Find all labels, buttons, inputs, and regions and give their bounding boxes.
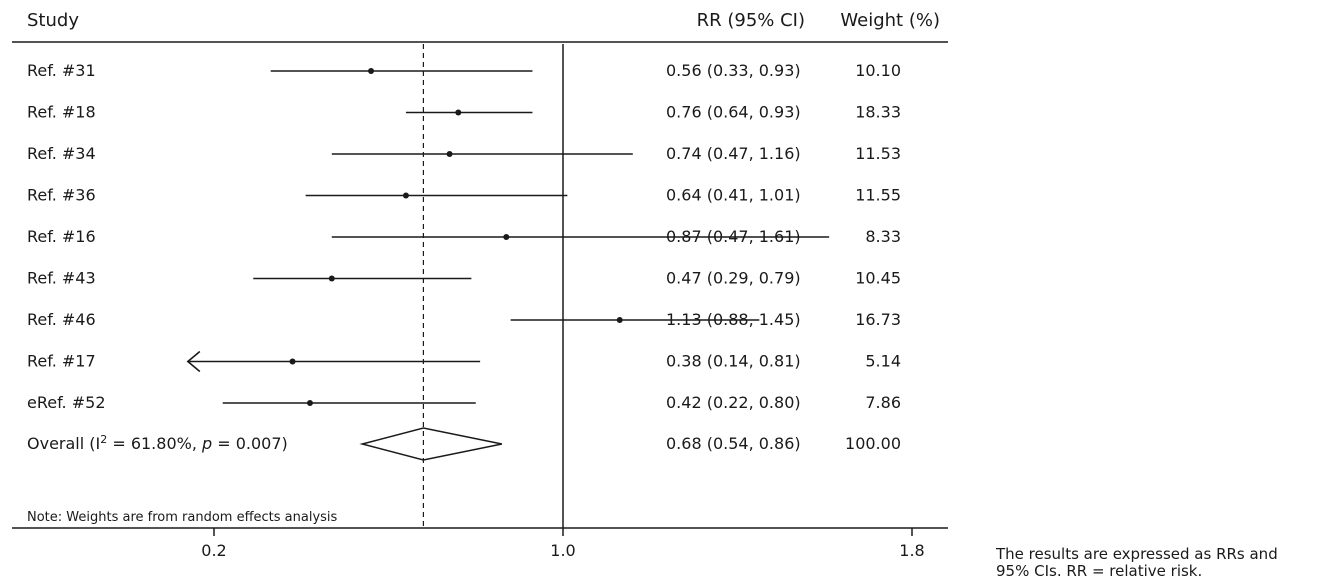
- rr-ci-text: 0.76 (0.64, 0.93): [666, 103, 801, 122]
- overall-row: Overall (I2 = 61.80%, p = 0.007) 0.68 (0…: [27, 427, 901, 461]
- study-label: Ref. #31: [27, 61, 96, 80]
- point-estimate: [368, 68, 375, 74]
- study-label: Ref. #46: [27, 310, 96, 329]
- point-estimate: [616, 317, 623, 323]
- weight-value: 7.86: [865, 393, 901, 412]
- point-estimate: [402, 192, 409, 199]
- study-row: Ref. #43 0.47 (0.29, 0.79) 10.45: [27, 269, 901, 288]
- study-rows: Ref. #31 0.56 (0.33, 0.93) 10.10 Ref. #18 0.…: [27, 61, 901, 412]
- study-label: Ref. #36: [27, 186, 96, 205]
- study-row: Ref. #16 0.87 (0.47, 1.61) 8.33: [27, 227, 901, 246]
- weight-value: 10.10: [855, 61, 901, 80]
- study-row: Ref. #18 0.76 (0.64, 0.93) 18.33: [27, 103, 901, 122]
- point-estimate: [289, 358, 296, 365]
- rr-ci-text: 0.87 (0.47, 1.61): [666, 227, 801, 246]
- x-tick-label: 1.0: [550, 541, 575, 560]
- weights-note: Note: Weights are from random effects an…: [27, 510, 338, 525]
- study-label: Ref. #18: [27, 103, 96, 122]
- weight-value: 5.14: [865, 352, 901, 371]
- rr-ci-text: 0.42 (0.22, 0.80): [666, 393, 801, 412]
- rr-ci-text: 0.56 (0.33, 0.93): [666, 61, 801, 80]
- rr-column-header: RR (95% CI): [697, 10, 805, 31]
- weight-value: 10.45: [855, 269, 901, 288]
- study-row: Ref. #34 0.74 (0.47, 1.16) 11.53: [27, 144, 901, 163]
- weight-value: 11.53: [855, 144, 901, 163]
- study-label: Ref. #34: [27, 144, 96, 163]
- point-estimate: [328, 275, 335, 282]
- rr-ci-text: 0.38 (0.14, 0.81): [666, 352, 801, 371]
- x-tick-label: 0.2: [201, 541, 226, 560]
- study-row: Ref. #31 0.56 (0.33, 0.93) 10.10: [27, 61, 901, 80]
- weight-value: 11.55: [855, 186, 901, 205]
- weight-value: 16.73: [855, 310, 901, 329]
- weight-column-header: Weight (%): [840, 10, 940, 31]
- overall-label: Overall (I2 = 61.80%, p = 0.007): [27, 433, 288, 453]
- caption-line-2: 95% CIs. RR = relative risk.: [996, 562, 1203, 580]
- forest-plot: Study RR (95% CI) Weight (%) Ref. #31 0.5…: [12, 10, 948, 560]
- weight-value: 8.33: [865, 227, 901, 246]
- x-axis-ticks: 0.2 1.0 1.8: [201, 528, 925, 560]
- point-estimate: [503, 234, 510, 240]
- study-row: Ref. #17 0.38 (0.14, 0.81) 5.14: [27, 350, 901, 373]
- study-label: eRef. #52: [27, 393, 106, 412]
- caption-line-1: The results are expressed as RRs and: [996, 545, 1278, 563]
- study-row: eRef. #52 0.42 (0.22, 0.80) 7.86: [27, 393, 901, 412]
- figure-caption: The results are expressed as RRs and 95%…: [996, 546, 1338, 580]
- overall-diamond: [359, 427, 503, 461]
- weight-value: 18.33: [855, 103, 901, 122]
- study-row: Ref. #46 1.13 (0.88, 1.45) 16.73: [27, 310, 901, 329]
- study-label: Ref. #43: [27, 269, 96, 288]
- overall-weight: 100.00: [845, 434, 901, 453]
- study-label: Ref. #17: [27, 352, 96, 371]
- truncation-arrow: [186, 350, 201, 373]
- rr-ci-text: 0.64 (0.41, 1.01): [666, 186, 801, 205]
- study-label: Ref. #16: [27, 227, 96, 246]
- point-estimate: [306, 400, 313, 406]
- study-column-header: Study: [27, 10, 79, 31]
- study-row: Ref. #36 0.64 (0.41, 1.01) 11.55: [27, 186, 901, 205]
- rr-ci-text: 1.13 (0.88, 1.45): [666, 310, 801, 329]
- point-estimate: [455, 109, 462, 116]
- rr-ci-text: 0.74 (0.47, 1.16): [666, 144, 801, 163]
- point-estimate: [446, 151, 453, 157]
- x-tick-label: 1.8: [899, 541, 924, 560]
- rr-ci-text: 0.47 (0.29, 0.79): [666, 269, 801, 288]
- overall-rr-text: 0.68 (0.54, 0.86): [666, 434, 801, 453]
